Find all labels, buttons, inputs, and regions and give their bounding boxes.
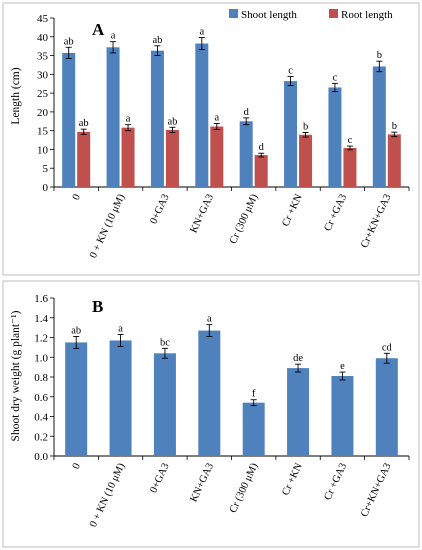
y-tick-label: 30 bbox=[37, 69, 49, 81]
y-tick-label: 0.6 bbox=[34, 392, 48, 404]
significance-letter: cd bbox=[382, 342, 393, 353]
bar bbox=[198, 330, 221, 456]
legend-swatch-shoot bbox=[229, 9, 238, 18]
bar bbox=[287, 368, 310, 456]
y-tick-label: 0.0 bbox=[34, 451, 48, 463]
y-tick-label: 45 bbox=[37, 13, 49, 25]
y-tick-label: 0.2 bbox=[34, 431, 48, 443]
bar bbox=[77, 131, 91, 187]
significance-letter: de bbox=[293, 353, 303, 364]
y-tick-label: 1.2 bbox=[34, 333, 48, 345]
significance-letter: d bbox=[244, 107, 250, 118]
y-tick-label: 15 bbox=[37, 126, 49, 138]
y-tick-label: 1.4 bbox=[34, 313, 48, 325]
significance-letter: ab bbox=[64, 36, 74, 47]
bar bbox=[153, 353, 176, 456]
bar bbox=[121, 127, 135, 187]
significance-letter: c bbox=[348, 135, 353, 146]
bar bbox=[62, 52, 76, 187]
legend-label-shoot: Shoot length bbox=[241, 9, 297, 21]
bar bbox=[150, 50, 164, 187]
significance-letter: ab bbox=[167, 116, 177, 127]
bar bbox=[106, 47, 120, 187]
y-tick-label: 20 bbox=[37, 107, 49, 119]
y-tick-label: 25 bbox=[37, 88, 49, 100]
bar bbox=[299, 134, 313, 187]
significance-letter: b bbox=[303, 122, 308, 133]
significance-letter: e bbox=[340, 361, 345, 372]
y-tick-label: 10 bbox=[37, 144, 49, 156]
panel-a-label: A bbox=[92, 20, 105, 39]
significance-letter: d bbox=[259, 142, 265, 153]
significance-letter: f bbox=[252, 389, 256, 400]
y-tick-label: 1.0 bbox=[34, 352, 48, 364]
bar bbox=[372, 66, 386, 187]
legend-label-root: Root length bbox=[341, 9, 393, 21]
significance-letter: a bbox=[207, 314, 212, 325]
y-tick-label: 0 bbox=[43, 182, 49, 194]
y-tick-label: 1.6 bbox=[34, 293, 48, 305]
bar bbox=[195, 43, 209, 187]
significance-letter: c bbox=[288, 66, 293, 77]
significance-letter: a bbox=[126, 114, 131, 125]
bar bbox=[165, 129, 179, 187]
bar bbox=[343, 147, 357, 187]
legend: Shoot length Root length bbox=[229, 9, 393, 21]
bar bbox=[239, 121, 253, 187]
y-tick-label: 35 bbox=[37, 51, 49, 63]
bar bbox=[331, 376, 354, 456]
significance-letter: ab bbox=[71, 326, 81, 337]
bar bbox=[328, 87, 342, 187]
legend-swatch-root bbox=[329, 9, 338, 18]
bar bbox=[242, 402, 265, 456]
y-tick-label: 0.8 bbox=[34, 372, 48, 384]
significance-letter: a bbox=[118, 324, 123, 335]
panel-b-label: B bbox=[92, 297, 103, 316]
y-tick-label: 0.4 bbox=[34, 412, 48, 424]
significance-letter: b bbox=[377, 50, 382, 61]
bar bbox=[65, 342, 88, 456]
bar bbox=[375, 358, 398, 456]
significance-letter: a bbox=[199, 27, 204, 38]
bar bbox=[284, 81, 298, 187]
significance-letter: ab bbox=[152, 35, 162, 46]
bar bbox=[109, 340, 132, 456]
panel-a-y-axis-title: Length (cm) bbox=[10, 67, 22, 124]
panel-b-y-axis-title: Shoot dry weight (g plant⁻¹) bbox=[10, 310, 22, 441]
significance-letter: ab bbox=[79, 118, 89, 129]
x-category-label: 0 bbox=[71, 193, 83, 202]
significance-letter: b bbox=[392, 121, 397, 132]
significance-letter: c bbox=[333, 72, 338, 83]
y-tick-label: 5 bbox=[43, 163, 49, 175]
significance-letter: a bbox=[111, 31, 116, 42]
bar bbox=[387, 134, 401, 187]
y-tick-label: 40 bbox=[37, 32, 49, 44]
bar bbox=[254, 155, 268, 187]
significance-letter: a bbox=[214, 113, 219, 124]
significance-letter: bc bbox=[160, 337, 170, 348]
bar bbox=[210, 126, 224, 187]
x-category-label: 0 bbox=[71, 462, 83, 471]
